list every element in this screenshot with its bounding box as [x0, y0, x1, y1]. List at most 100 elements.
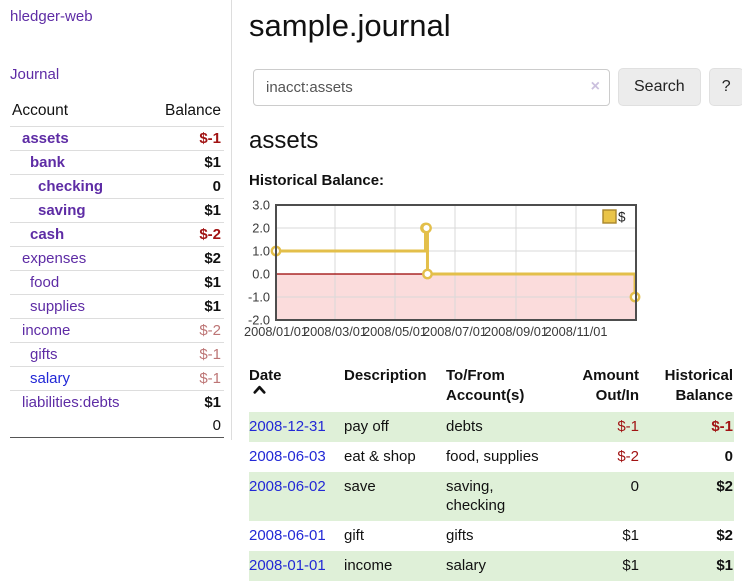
svg-text:2008/09/01: 2008/09/01 [484, 324, 548, 339]
transaction-date-link[interactable]: 2008-06-02 [249, 478, 326, 495]
transaction-description: gift [344, 527, 365, 544]
page-title: sample.journal [249, 8, 451, 43]
transaction-description: save [344, 472, 446, 521]
main-content: sample.journal × Search ? assets Histori… [232, 0, 742, 581]
svg-text:2008/07/01: 2008/07/01 [423, 324, 487, 339]
transaction-balance: $1 [640, 551, 734, 581]
account-row: saving $1 [10, 198, 224, 223]
sidebar: hledger-web Journal Account Balance asse… [0, 0, 232, 440]
accounts-table-body: assets $-1 bank $1 checking 0 saving $1 cash $-2 e… [10, 127, 224, 414]
account-link[interactable]: saving [38, 202, 86, 219]
register-row: 2008-01-01 income salary $1 $1 [249, 551, 734, 581]
register-date-cell: 2008-06-03 [249, 442, 344, 472]
account-link[interactable]: supplies [30, 298, 86, 315]
transaction-description: income [344, 551, 446, 581]
svg-text:3.0: 3.0 [252, 198, 270, 213]
register-table: Date Description To/From Account(s) Amou… [249, 362, 734, 581]
account-link[interactable]: liabilities:debts [22, 394, 120, 411]
search-input[interactable] [253, 68, 610, 106]
account-balance: $-1 [148, 366, 224, 391]
account-row: assets $-1 [10, 127, 224, 151]
account-row: cash $-2 [10, 222, 224, 247]
help-button[interactable]: ? [708, 68, 742, 106]
transaction-date-link[interactable]: 2008-12-31 [249, 418, 326, 435]
transaction-amount: $1 [622, 527, 639, 544]
register-table-body: 2008-12-31 pay off debts $-1 $-1 2008-06-03 ea… [249, 412, 734, 581]
historical-balance-chart: $3.0 2.0 1.0 0.0 -1.0 -2.0 2008/01/01 2008/03/0… [244, 198, 742, 346]
transaction-accounts: debts [446, 412, 558, 442]
account-row: supplies $1 [10, 294, 224, 319]
column-description: Description [344, 367, 427, 384]
svg-text:-1.0: -1.0 [248, 290, 270, 305]
transaction-date-link[interactable]: 2008-01-01 [249, 557, 326, 574]
search-button[interactable]: Search [618, 68, 701, 106]
account-heading: assets [249, 127, 319, 154]
transaction-balance: $-1 [640, 412, 734, 442]
register-row: 2008-06-01 gift gifts $1 $2 [249, 521, 734, 551]
transaction-amount: $-2 [617, 448, 639, 465]
account-link[interactable]: income [22, 322, 71, 339]
account-balance: $1 [148, 198, 224, 223]
transaction-description: pay off [344, 412, 446, 442]
register-row: 2008-06-02 save saving, checking 0 $2 [249, 472, 734, 521]
account-row: checking 0 [10, 174, 224, 199]
transaction-description: eat & shop [344, 448, 416, 465]
column-amount: Amount Out/In [582, 367, 639, 404]
account-balance: $1 [148, 294, 224, 319]
transaction-accounts: gifts [446, 527, 474, 544]
accounts-total-row: 0 [10, 414, 224, 438]
account-balance: 0 [148, 174, 224, 199]
account-link[interactable]: checking [38, 178, 104, 195]
account-balance: $1 [148, 270, 224, 295]
account-row: income $-2 [10, 318, 224, 343]
column-date[interactable]: Date [249, 362, 344, 412]
accounts-column-account: Account [10, 98, 149, 127]
register-date-cell: 2008-06-01 [249, 521, 344, 551]
chart-title: Historical Balance: [249, 172, 385, 189]
account-balance: $-2 [148, 222, 224, 247]
account-row: food $1 [10, 270, 224, 295]
account-row: bank $1 [10, 150, 224, 175]
register-header-row: Date Description To/From Account(s) Amou… [249, 362, 734, 412]
svg-text:1.0: 1.0 [252, 244, 270, 259]
transaction-amount: 0 [558, 472, 640, 521]
account-balance: $2 [148, 246, 224, 271]
svg-text:-2.0: -2.0 [248, 313, 270, 328]
transaction-accounts: food, supplies [446, 448, 539, 465]
account-link[interactable]: assets [22, 130, 69, 147]
svg-text:0.0: 0.0 [252, 267, 270, 282]
account-balance: $-2 [148, 318, 224, 343]
accounts-total-value: 0 [148, 414, 224, 438]
account-link[interactable]: bank [30, 154, 66, 171]
transaction-amount: $1 [558, 551, 640, 581]
account-link[interactable]: expenses [22, 250, 87, 267]
account-balance: $1 [148, 390, 224, 414]
account-link[interactable]: cash [30, 226, 65, 243]
transaction-date-link[interactable]: 2008-06-01 [249, 527, 326, 544]
transaction-amount: $-1 [558, 412, 640, 442]
clear-search-icon[interactable]: × [590, 77, 600, 95]
account-row: expenses $2 [10, 246, 224, 271]
register-row: 2008-12-31 pay off debts $-1 $-1 [249, 412, 734, 442]
svg-text:$: $ [618, 210, 626, 225]
transaction-accounts: saving, checking [446, 472, 558, 521]
register-date-cell: 2008-12-31 [249, 412, 344, 442]
register-date-cell: 2008-01-01 [249, 551, 344, 581]
search-form: × Search ? [253, 68, 742, 106]
column-accounts: To/From Account(s) [446, 367, 525, 404]
account-row: salary $-1 [10, 366, 224, 391]
account-link[interactable]: food [30, 274, 60, 291]
sidebar-item-journal[interactable]: Journal [10, 66, 60, 83]
account-link[interactable]: gifts [30, 346, 58, 363]
brand-link[interactable]: hledger-web [10, 8, 93, 25]
spacer [10, 414, 149, 438]
svg-text:2008/05/01: 2008/05/01 [363, 324, 427, 339]
accounts-column-balance: Balance [148, 98, 224, 127]
account-link[interactable]: salary [30, 370, 71, 387]
transaction-date-link[interactable]: 2008-06-03 [249, 448, 326, 465]
svg-text:2008/03/01: 2008/03/01 [303, 324, 367, 339]
account-row: liabilities:debts $1 [10, 390, 224, 414]
transaction-balance: $2 [640, 472, 734, 521]
account-balance: $-1 [199, 130, 221, 147]
transaction-balance: $2 [716, 527, 733, 544]
